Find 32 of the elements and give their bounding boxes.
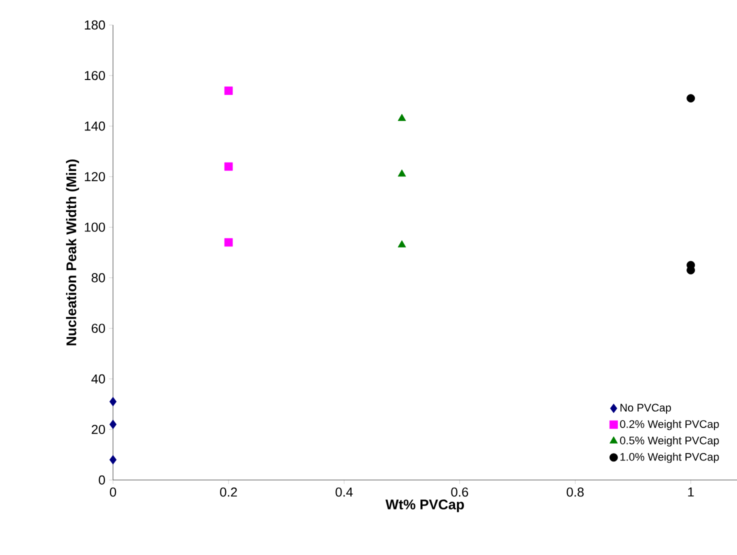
point: [109, 455, 117, 464]
y-axis-title: Nucleation Peak Width (Min): [66, 159, 80, 346]
point: [398, 114, 406, 121]
point: [224, 238, 233, 247]
x-tick-label: 1: [688, 488, 694, 496]
legend-label: 1.0% Weight PVCap: [620, 452, 719, 463]
y-tick-label: 140: [84, 122, 105, 131]
y-tick-label: 180: [84, 20, 105, 30]
y-tick-label: 160: [84, 70, 105, 80]
y-tick-label: 120: [84, 172, 105, 182]
legend-label: No PVCap: [620, 404, 671, 414]
point: [686, 94, 695, 102]
y-tick-label: 60: [92, 324, 105, 333]
point: [398, 169, 406, 177]
x-tick-label: 0.4: [336, 488, 353, 497]
legend-label: 0.2% Weight PVCap: [620, 420, 719, 430]
y-tick-label: 20: [92, 424, 105, 434]
y-tick-label: 40: [91, 374, 105, 384]
point: [224, 86, 233, 95]
point: [224, 162, 233, 171]
x-tick-label: 0.8: [566, 488, 584, 497]
y-tick-label: 80: [92, 273, 105, 282]
point: [109, 396, 117, 406]
y-tick-label: 100: [84, 222, 105, 232]
point: [398, 240, 406, 248]
x-axis-title: Wt% PVCap: [386, 500, 464, 512]
x-tick-label: 0.2: [220, 488, 237, 497]
x-tick-label: 0: [110, 488, 116, 497]
legend-label: 0.5% Weight PVCap: [620, 436, 719, 447]
point: [109, 420, 117, 430]
y-tick-label: 0: [98, 475, 105, 485]
x-tick-label: 0.6: [451, 488, 468, 497]
